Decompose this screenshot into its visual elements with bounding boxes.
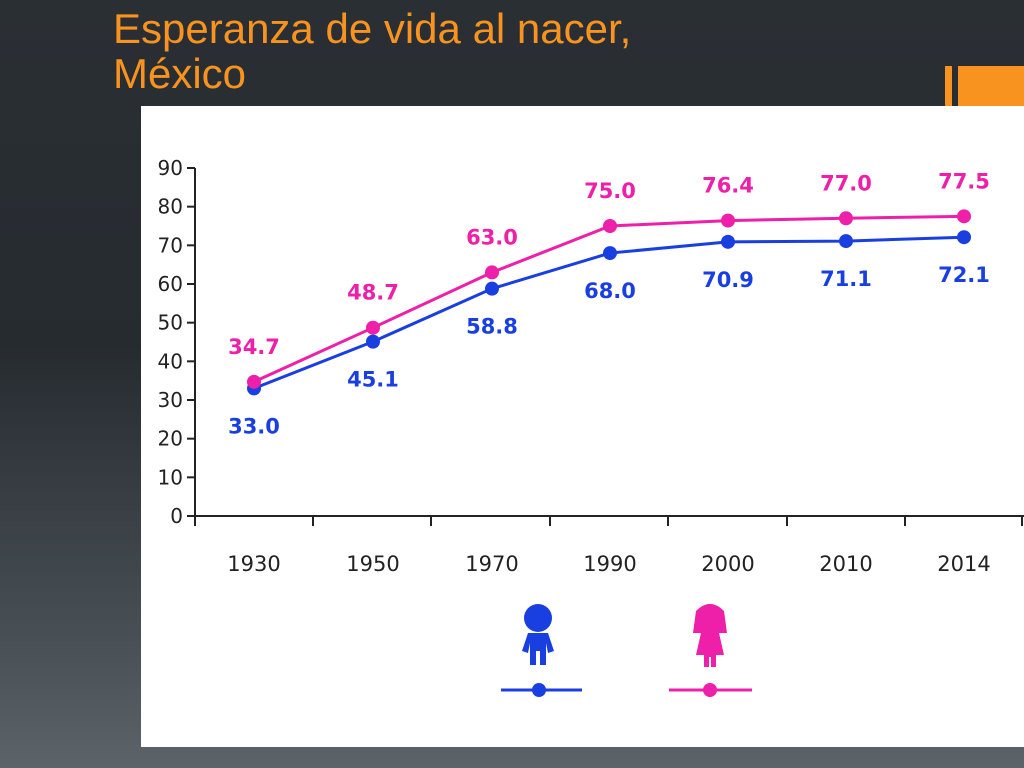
data-point-mujeres	[957, 209, 971, 224]
accent-bar-thick	[958, 66, 1024, 106]
data-point-hombres	[721, 234, 735, 249]
y-tick-label: 30	[158, 388, 183, 412]
chart-value-labels: 33.0 45.1 58.8 68.0 70.9 71.1 72.1 34.7 48.7 63.0…	[228, 169, 990, 438]
data-point-hombres	[485, 281, 499, 296]
data-point-hombres	[839, 234, 853, 249]
data-label-hombres: 72.1	[938, 263, 990, 287]
y-tick-label: 60	[158, 272, 183, 296]
data-point-mujeres	[603, 219, 617, 233]
y-tick-label: 80	[158, 195, 183, 219]
x-tick-label: 1930	[227, 552, 280, 576]
data-label-mujeres: 76.4	[702, 174, 754, 198]
data-label-hombres: 58.8	[466, 315, 518, 339]
data-point-hombres	[366, 334, 380, 349]
y-tick-label: 70	[158, 233, 183, 257]
data-point-mujeres	[839, 211, 853, 226]
x-tick-label: 2010	[819, 552, 872, 576]
data-point-hombres	[603, 246, 617, 261]
data-label-hombres: 45.1	[347, 368, 399, 392]
chart-legend	[501, 604, 752, 697]
data-point-mujeres	[366, 320, 380, 335]
accent-bar-thin	[945, 66, 952, 106]
y-tick-label: 0	[170, 504, 183, 528]
life-expectancy-chart: 0 10 20 30 40 50 60 70 80 90 1930 1950 1970 1990 2000 2…	[158, 156, 1024, 697]
y-tick-label: 20	[158, 427, 183, 451]
x-tick-label: 1990	[583, 552, 636, 576]
data-label-hombres: 70.9	[702, 268, 754, 292]
data-label-hombres: 68.0	[584, 279, 636, 303]
y-tick-label: 40	[158, 349, 183, 373]
data-label-hombres: 33.0	[228, 414, 280, 438]
legend-marker-mujeres	[703, 683, 717, 697]
x-tick-label: 1970	[465, 552, 518, 576]
girl-icon	[693, 604, 727, 667]
data-label-mujeres: 63.0	[466, 225, 518, 249]
data-label-mujeres: 48.7	[347, 281, 399, 305]
data-label-mujeres: 77.0	[820, 171, 872, 195]
y-tick-label: 10	[158, 465, 183, 489]
data-point-hombres	[957, 230, 971, 245]
data-label-mujeres: 77.5	[938, 169, 990, 193]
legend-marker-hombres	[532, 683, 546, 697]
data-point-mujeres	[247, 374, 261, 389]
data-point-mujeres	[721, 213, 735, 228]
data-point-mujeres	[485, 265, 499, 280]
slide-title: Esperanza de vida al nacer, México	[113, 6, 913, 97]
slide-title-line1: Esperanza de vida al nacer,	[113, 5, 632, 52]
boy-icon	[522, 604, 554, 665]
chart-series	[247, 209, 971, 396]
data-label-hombres: 71.1	[820, 267, 872, 291]
x-tick-label: 2000	[701, 552, 754, 576]
y-tick-label: 90	[158, 156, 183, 180]
y-tick-label: 50	[158, 311, 183, 335]
slide-title-line2: México	[113, 50, 247, 98]
chart-panel: 0 10 20 30 40 50 60 70 80 90 1930 1950 1970 1990 2000 2…	[141, 106, 1024, 747]
x-tick-label: 1950	[346, 552, 399, 576]
chart-axes: 0 10 20 30 40 50 60 70 80 90 1930 1950 1970 1990 2000 2…	[158, 156, 1024, 576]
data-label-mujeres: 75.0	[584, 179, 636, 203]
data-label-mujeres: 34.7	[228, 335, 280, 359]
x-tick-label: 2014	[937, 552, 990, 576]
